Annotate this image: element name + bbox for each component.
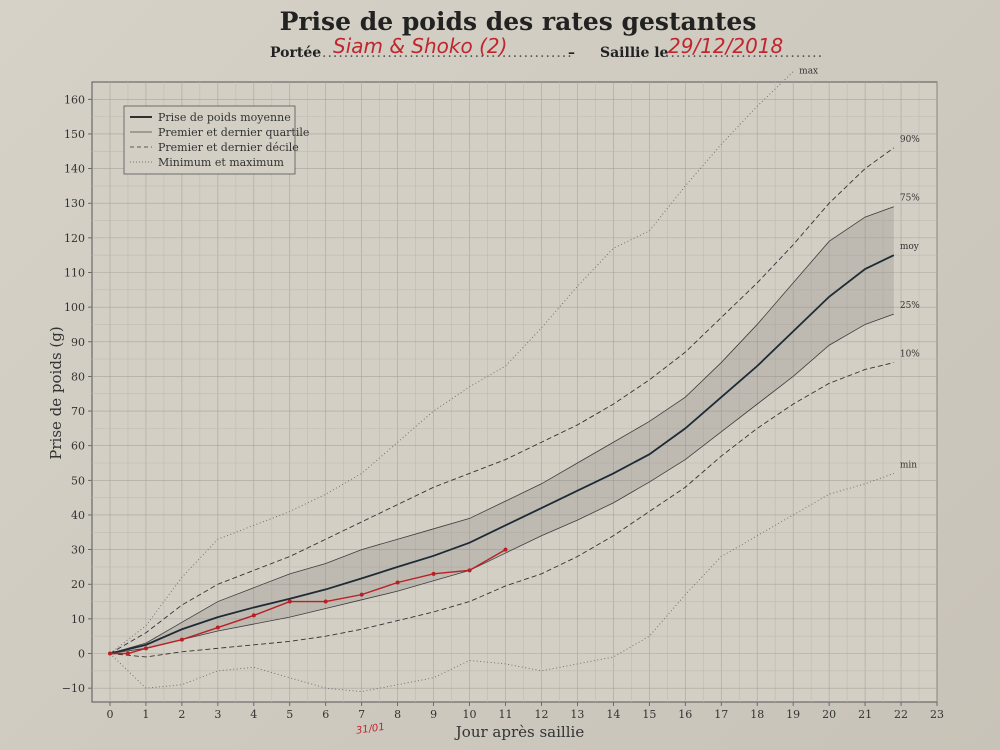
x-tick-label: 8 xyxy=(394,708,401,721)
legend: Prise de poids moyenne Premier et dernie… xyxy=(123,105,309,175)
y-tick-label: 10 xyxy=(71,613,85,626)
y-tick-label: 80 xyxy=(71,370,85,383)
x-tick-label: 5 xyxy=(286,708,293,721)
x-tick-label: 4 xyxy=(250,708,257,721)
legend-label-decile: Premier et dernier décile xyxy=(158,141,299,154)
series-line-min xyxy=(109,472,895,693)
x-tick-label: 9 xyxy=(430,708,437,721)
x-tick-label: 11 xyxy=(499,708,513,721)
curve-label-75-: 75% xyxy=(900,194,920,204)
observed-point xyxy=(251,613,256,618)
x-tick-label: 0 xyxy=(106,708,113,721)
y-tick-label: 40 xyxy=(71,509,85,522)
curve-label-min: min xyxy=(900,460,917,470)
observed-point xyxy=(143,646,148,651)
x-tick-label: 2 xyxy=(178,708,185,721)
x-tick-label: 19 xyxy=(786,708,800,721)
legend-label-minmax: Minimum et maximum xyxy=(158,156,284,169)
observed-point xyxy=(287,599,292,604)
grid-lines xyxy=(92,82,938,702)
legend-box xyxy=(123,105,296,175)
saillie-dots: ............................. xyxy=(665,45,823,61)
observed-point xyxy=(107,651,112,656)
x-tick-label: 23 xyxy=(930,708,944,721)
y-tick-label: 70 xyxy=(71,405,85,418)
y-tick-label: −10 xyxy=(62,682,85,695)
x-tick-label: 15 xyxy=(642,708,656,721)
x-tick-label: 20 xyxy=(822,708,836,721)
series-line-75- xyxy=(109,206,894,654)
y-tick-label: 150 xyxy=(64,128,85,141)
chart-title: Prise de poids des rates gestantes xyxy=(280,7,757,36)
y-tick-label: 50 xyxy=(71,474,85,487)
y-tick-label: 120 xyxy=(64,232,85,245)
x-tick-label: 13 xyxy=(570,708,584,721)
saillie-label: Saillie le xyxy=(600,45,669,61)
y-tick-label: 30 xyxy=(71,544,85,557)
x-tick-label: 6 xyxy=(322,708,329,721)
x-tick-label: 7 xyxy=(358,708,365,721)
curve-label-moy: moy xyxy=(900,242,920,252)
curve-label-max: max xyxy=(799,67,818,77)
observed-point xyxy=(467,568,472,573)
saillie-handwritten-value: 29/12/2018 xyxy=(668,34,783,58)
series-line-25- xyxy=(109,313,894,654)
portee-label: Portée xyxy=(270,45,321,61)
curve-label-10-: 10% xyxy=(900,350,920,360)
series-line-max xyxy=(109,71,794,654)
legend-label-quartile: Premier et dernier quartile xyxy=(158,126,309,139)
y-tick-label: 60 xyxy=(71,440,85,453)
observed-point xyxy=(179,637,184,642)
y-tick-label: 160 xyxy=(64,93,85,106)
observed-point xyxy=(323,599,328,604)
x-tick-label: 22 xyxy=(894,708,908,721)
observed-point xyxy=(125,651,130,656)
series-line-moy xyxy=(109,254,895,655)
x-tick-label: 10 xyxy=(463,708,477,721)
y-tick-label: 0 xyxy=(78,648,85,661)
x-axis-label: Jour après saillie xyxy=(454,723,585,741)
x-tick-label: 21 xyxy=(858,708,872,721)
curve-labels: max 90% 75% moy 25% 10% min xyxy=(799,67,920,471)
y-tick-label: 110 xyxy=(64,267,85,280)
curve-label-25-: 25% xyxy=(900,301,920,311)
y-tick-label: 100 xyxy=(64,301,85,314)
x-tick-labels: 0 1 2 3 4 5 6 7 8 9 10 11 12 13 14 15 16 17 18 19 20 21 22 23 xyxy=(106,702,944,721)
y-tick-label: 130 xyxy=(64,197,85,210)
curve-label-90-: 90% xyxy=(900,135,920,145)
observed-point xyxy=(395,580,400,585)
observed-point xyxy=(359,592,364,597)
y-axis-label: Prise de poids (g) xyxy=(47,326,65,459)
subtitle-dash: – xyxy=(568,45,575,61)
x-tick-label: 18 xyxy=(750,708,764,721)
x-tick-label: 14 xyxy=(606,708,620,721)
y-tick-label: 140 xyxy=(64,163,85,176)
series-line-90- xyxy=(109,147,895,654)
handwritten-date-annotation: 31/01 xyxy=(355,722,385,737)
x-tick-label: 12 xyxy=(534,708,548,721)
x-tick-label: 17 xyxy=(714,708,728,721)
portee-dots: ........................................… xyxy=(322,45,573,61)
x-tick-label: 3 xyxy=(214,708,221,721)
y-tick-labels: −10 0 10 20 30 40 50 60 70 80 90 100 110 120 130 140 150… xyxy=(62,93,92,695)
observed-point xyxy=(431,571,436,576)
plot-background xyxy=(91,81,938,703)
y-tick-label: 20 xyxy=(71,578,85,591)
observed-point xyxy=(503,547,508,552)
series-lines xyxy=(107,71,895,693)
series-line-10- xyxy=(109,362,894,658)
portee-handwritten-value: Siam & Shoko (2) xyxy=(333,34,507,58)
observed-point xyxy=(215,625,220,630)
legend-label-mean: Prise de poids moyenne xyxy=(158,111,291,124)
x-tick-label: 16 xyxy=(678,708,692,721)
x-tick-label: 1 xyxy=(142,708,149,721)
y-tick-label: 90 xyxy=(71,336,85,349)
